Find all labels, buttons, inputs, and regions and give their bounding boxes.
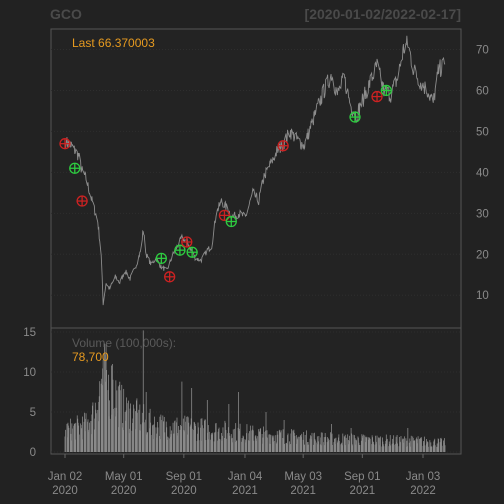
price-tick-label: 50 [476,126,489,138]
date-tick-label: May 03 [284,471,322,483]
buy-marker [349,111,361,123]
volume-tick-label: 15 [23,327,36,339]
sell-marker [164,271,176,283]
volume-bars [64,330,446,452]
date-tick-year: 2020 [111,485,137,497]
volume-tick-label: 10 [23,367,36,379]
price-axis: 10 20 30 40 50 60 70 [476,44,489,302]
volume-last-value: 78,700 [72,350,109,364]
date-tick-year: 2021 [290,485,316,497]
date-tick-label: May 01 [105,471,143,483]
buy-marker [69,162,81,174]
buy-marker [174,244,186,256]
buy-marker [155,252,167,265]
date-tick-label: Sep 01 [166,471,202,483]
price-gridlines [51,48,461,296]
volume-tick-label: 0 [30,447,36,459]
buy-marker [225,215,237,228]
date-tick-year: 2020 [52,485,78,497]
price-line [64,35,446,306]
buy-marker [380,84,392,97]
date-tick-label: Jan 03 [406,471,441,483]
price-tick-label: 20 [476,249,489,261]
sell-marker [59,138,71,150]
date-tick-label: Sep 01 [344,471,380,483]
date-tick-label: Jan 04 [228,471,263,483]
sell-marker [218,209,231,222]
date-tick-year: 2022 [410,485,436,497]
sell-marker [277,140,289,152]
trade-markers [59,84,392,283]
date-tick-year: 2021 [350,485,376,497]
date-tick-label: Jan 02 [48,471,83,483]
volume-label: Volume (100,000s): [72,336,176,350]
price-tick-label: 30 [476,208,489,220]
volume-axis: 0 5 10 15 [23,327,36,459]
price-tick-label: 10 [476,290,489,302]
price-tick-label: 40 [476,167,489,179]
date-tick-year: 2021 [232,485,258,497]
buy-marker [186,246,198,258]
last-price-label: Last 66.370003 [72,36,155,50]
price-tick-label: 70 [476,44,489,56]
price-panel-frame [50,28,462,329]
chart-title-date-range: [2020-01-02/2022-02-17] [304,6,461,22]
sell-marker [181,236,193,248]
price-tick-label: 60 [476,85,489,97]
sell-marker [371,90,383,103]
date-tick-year: 2020 [171,485,197,497]
volume-tick-label: 5 [30,407,36,419]
sell-marker [76,195,88,207]
price-line-group [64,35,446,306]
chart-title-symbol: GCO [50,6,82,22]
date-axis: Jan 02 2020 May 01 2020 Sep 01 2020 Jan 04 2021… [48,454,441,497]
